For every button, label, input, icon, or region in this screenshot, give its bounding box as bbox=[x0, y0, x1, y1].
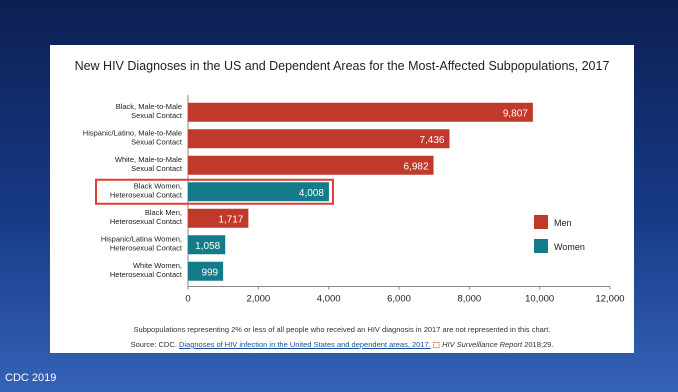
x-tick-label: 12,000 bbox=[595, 294, 624, 305]
legend-swatch bbox=[534, 215, 548, 229]
chart-source: Source: CDC. Diagnoses of HIV infection … bbox=[50, 340, 634, 349]
bar-value-label: 6,982 bbox=[404, 161, 429, 172]
category-label: Sexual Contact bbox=[131, 111, 183, 120]
bar[interactable] bbox=[188, 182, 329, 202]
chart-footnote: Subpopulations representing 2% or less o… bbox=[133, 325, 551, 334]
highlight-box bbox=[95, 178, 334, 205]
bar[interactable] bbox=[188, 155, 434, 175]
chart-title: New HIV Diagnoses in the US and Dependen… bbox=[74, 59, 610, 73]
category-label: Heterosexual Contact bbox=[110, 190, 183, 199]
bar-value-label: 1,717 bbox=[218, 214, 243, 225]
bar[interactable] bbox=[188, 261, 224, 281]
x-tick-label: 4,000 bbox=[317, 294, 341, 305]
source-link[interactable]: Diagnoses of HIV infection in the United… bbox=[178, 340, 431, 349]
category-label: Hispanic/Latina Women, bbox=[101, 234, 182, 243]
bar-value-label: 1,058 bbox=[195, 241, 220, 252]
bar[interactable] bbox=[188, 129, 450, 149]
bar-value-label: 4,008 bbox=[299, 188, 324, 199]
bar-value-label: 7,436 bbox=[419, 135, 444, 146]
source-prefix: Source: CDC. bbox=[130, 340, 177, 349]
x-tick-label: 10,000 bbox=[525, 294, 554, 305]
bar[interactable] bbox=[188, 102, 533, 122]
pdf-icon[interactable]: ⬚ bbox=[432, 340, 440, 349]
bar-value-label: 999 bbox=[201, 267, 218, 278]
category-label: White Women, bbox=[133, 261, 182, 270]
category-label: Heterosexual Contact bbox=[110, 270, 183, 279]
category-label: Black, Male-to-Male bbox=[116, 102, 182, 111]
x-tick-label: 6,000 bbox=[387, 294, 411, 305]
x-tick-label: 8,000 bbox=[457, 294, 481, 305]
x-tick-label: 0 bbox=[185, 294, 190, 305]
legend-swatch bbox=[534, 239, 548, 253]
source-suffix: 2018;29. bbox=[524, 340, 554, 349]
category-label: Sexual Contact bbox=[131, 164, 183, 173]
bar-value-label: 9,807 bbox=[503, 108, 528, 119]
category-label: Black Women, bbox=[134, 181, 182, 190]
category-label: Black Men, bbox=[145, 208, 182, 217]
bar[interactable] bbox=[188, 208, 249, 228]
legend-label: Men bbox=[554, 218, 572, 228]
category-label: Sexual Contact bbox=[131, 137, 183, 146]
x-tick-label: 2,000 bbox=[246, 294, 270, 305]
category-label: White, Male-to-Male bbox=[115, 155, 182, 164]
category-label: Hispanic/Latino, Male-to-Male bbox=[83, 128, 182, 137]
category-label: Heterosexual Contact bbox=[110, 217, 183, 226]
chart-panel: New HIV Diagnoses in the US and Dependen… bbox=[50, 45, 634, 353]
report-title: HIV Surveillance Report bbox=[442, 340, 523, 349]
category-label: Heterosexual Contact bbox=[110, 243, 183, 252]
legend-label: Women bbox=[554, 242, 585, 252]
slide-credit: CDC 2019 bbox=[5, 372, 57, 384]
bar[interactable] bbox=[188, 235, 226, 255]
